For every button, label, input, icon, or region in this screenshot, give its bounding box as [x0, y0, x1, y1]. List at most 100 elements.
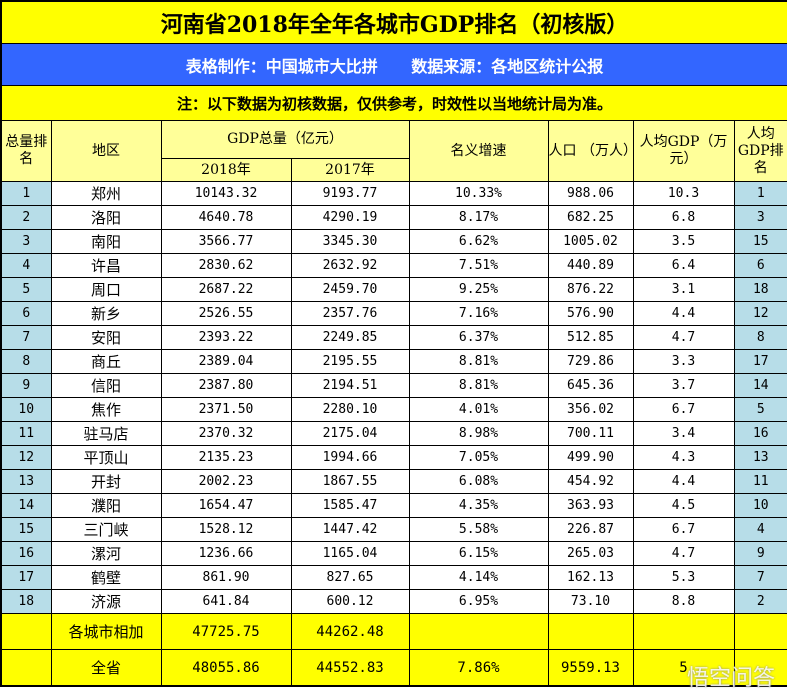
total-2018: 48055.86 — [160, 649, 292, 687]
header-per-capita-rank: 人均GDP排名 — [733, 120, 787, 182]
rank-cell: 13 — [0, 469, 52, 494]
gdp-2018-cell: 1654.47 — [160, 493, 292, 518]
per-capita-rank-cell: 15 — [733, 229, 787, 254]
per-capita-cell: 4.7 — [632, 325, 735, 350]
population-cell: 700.11 — [547, 421, 634, 446]
note: 注：以下数据为初核数据，仅供参考，时效性以当地统计局为准。 — [0, 85, 787, 121]
city-cell: 焦作 — [50, 397, 162, 422]
table-row: 4 许昌 2830.62 2632.92 7.51% 440.89 6.4 6 — [0, 253, 787, 278]
gdp-2018-cell: 2002.23 — [160, 469, 292, 494]
table-row: 10 焦作 2371.50 2280.10 4.01% 356.02 6.7 5 — [0, 397, 787, 422]
population-cell: 645.36 — [547, 373, 634, 398]
per-capita-rank-cell: 3 — [733, 205, 787, 230]
gdp-2017-cell: 1165.04 — [290, 541, 410, 566]
per-capita-cell: 6.4 — [632, 253, 735, 278]
gdp-2018-cell: 1236.66 — [160, 541, 292, 566]
city-cell: 平顶山 — [50, 445, 162, 470]
gdp-2018-cell: 2371.50 — [160, 397, 292, 422]
city-cell: 三门峡 — [50, 517, 162, 542]
gdp-2018-cell: 2370.32 — [160, 421, 292, 446]
table-row: 15 三门峡 1528.12 1447.42 5.58% 226.87 6.7 4 — [0, 517, 787, 542]
sum-2017: 44262.48 — [290, 613, 410, 650]
city-cell: 濮阳 — [50, 493, 162, 518]
growth-cell: 6.08% — [408, 469, 549, 494]
gdp-2017-cell: 1867.55 — [290, 469, 410, 494]
population-cell: 499.90 — [547, 445, 634, 470]
gdp-2018-cell: 2135.23 — [160, 445, 292, 470]
table-row: 9 信阳 2387.80 2194.51 8.81% 645.36 3.7 14 — [0, 373, 787, 398]
rank-cell: 16 — [0, 541, 52, 566]
population-cell: 356.02 — [547, 397, 634, 422]
total-label: 全省 — [50, 649, 162, 687]
per-capita-cell: 10.3 — [632, 181, 735, 206]
population-cell: 576.90 — [547, 301, 634, 326]
table-row: 18 济源 641.84 600.12 6.95% 73.10 8.8 2 — [0, 589, 787, 614]
sum-label: 各城市相加 — [50, 613, 162, 650]
table-row: 14 濮阳 1654.47 1585.47 4.35% 363.93 4.5 10 — [0, 493, 787, 518]
per-capita-cell: 6.8 — [632, 205, 735, 230]
growth-cell: 8.17% — [408, 205, 549, 230]
rank-cell: 4 — [0, 253, 52, 278]
rank-cell: 2 — [0, 205, 52, 230]
growth-cell: 8.98% — [408, 421, 549, 446]
per-capita-cell: 3.7 — [632, 373, 735, 398]
growth-cell: 7.16% — [408, 301, 549, 326]
growth-cell: 5.58% — [408, 517, 549, 542]
per-capita-cell: 5.3 — [632, 565, 735, 590]
per-capita-cell: 4.4 — [632, 469, 735, 494]
gdp-2017-cell: 827.65 — [290, 565, 410, 590]
gdp-2017-cell: 1994.66 — [290, 445, 410, 470]
city-cell: 南阳 — [50, 229, 162, 254]
rank-cell: 6 — [0, 301, 52, 326]
city-cell: 郑州 — [50, 181, 162, 206]
per-capita-rank-cell: 4 — [733, 517, 787, 542]
city-cell: 新乡 — [50, 301, 162, 326]
growth-cell: 7.05% — [408, 445, 549, 470]
per-capita-rank-cell: 17 — [733, 349, 787, 374]
table-row: 7 安阳 2393.22 2249.85 6.37% 512.85 4.7 8 — [0, 325, 787, 350]
per-capita-rank-cell: 12 — [733, 301, 787, 326]
table-row: 6 新乡 2526.55 2357.76 7.16% 576.90 4.4 12 — [0, 301, 787, 326]
gdp-2017-cell: 2357.76 — [290, 301, 410, 326]
growth-cell: 6.62% — [408, 229, 549, 254]
header-2018: 2018年 — [160, 158, 292, 182]
per-capita-cell: 3.3 — [632, 349, 735, 374]
per-capita-cell: 3.4 — [632, 421, 735, 446]
population-cell: 682.25 — [547, 205, 634, 230]
gdp-2017-cell: 3345.30 — [290, 229, 410, 254]
gdp-2018-cell: 2389.04 — [160, 349, 292, 374]
per-capita-cell: 4.5 — [632, 493, 735, 518]
per-capita-cell: 6.7 — [632, 517, 735, 542]
table-row: 2 洛阳 4640.78 4290.19 8.17% 682.25 6.8 3 — [0, 205, 787, 230]
population-cell: 454.92 — [547, 469, 634, 494]
growth-cell: 4.01% — [408, 397, 549, 422]
rank-cell: 3 — [0, 229, 52, 254]
rank-cell: 5 — [0, 277, 52, 302]
gdp-2017-cell: 600.12 — [290, 589, 410, 614]
per-capita-cell: 6.7 — [632, 397, 735, 422]
gdp-2017-cell: 1447.42 — [290, 517, 410, 542]
growth-cell: 4.35% — [408, 493, 549, 518]
per-capita-rank-cell: 14 — [733, 373, 787, 398]
per-capita-rank-cell: 7 — [733, 565, 787, 590]
population-cell: 988.06 — [547, 181, 634, 206]
gdp-2018-cell: 861.90 — [160, 565, 292, 590]
gdp-2018-cell: 2830.62 — [160, 253, 292, 278]
rank-cell: 1 — [0, 181, 52, 206]
population-cell: 162.13 — [547, 565, 634, 590]
growth-cell: 9.25% — [408, 277, 549, 302]
credit-source: 数据来源：各地区统计公报 — [411, 56, 604, 76]
gdp-2017-cell: 9193.77 — [290, 181, 410, 206]
per-capita-rank-cell: 10 — [733, 493, 787, 518]
rank-cell: 8 — [0, 349, 52, 374]
population-cell: 1005.02 — [547, 229, 634, 254]
table-row: 17 鹤壁 861.90 827.65 4.14% 162.13 5.3 7 — [0, 565, 787, 590]
city-cell: 许昌 — [50, 253, 162, 278]
rank-cell: 10 — [0, 397, 52, 422]
header-region: 地区 — [50, 120, 162, 182]
rank-cell: 14 — [0, 493, 52, 518]
city-cell: 洛阳 — [50, 205, 162, 230]
total-per-capita: 5 — [632, 649, 735, 687]
population-cell: 512.85 — [547, 325, 634, 350]
